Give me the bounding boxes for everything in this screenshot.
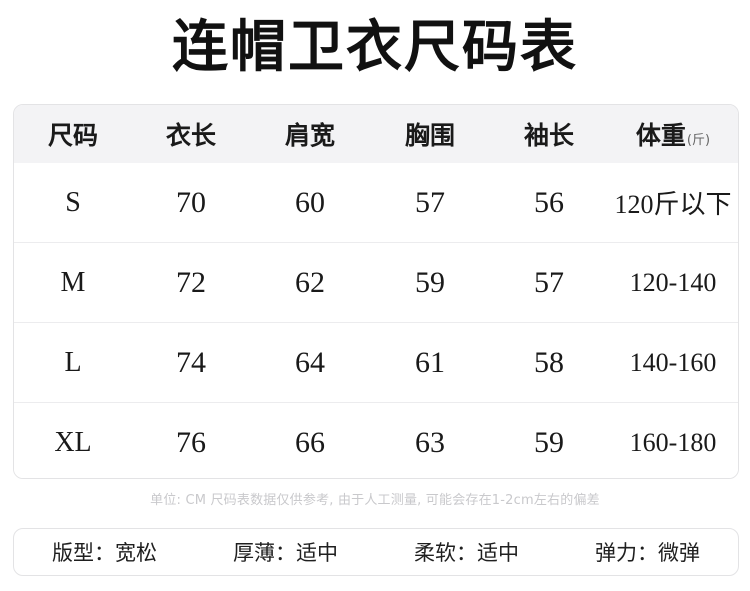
cell-sleeve: 58 (490, 322, 608, 403)
cell-size: S (65, 186, 81, 218)
attribute-fit: 版型：宽松 (52, 541, 157, 565)
cell-length: 72 (132, 242, 250, 323)
attribute-softness: 柔软：适中 (414, 541, 519, 565)
cell-length: 76 (132, 402, 250, 478)
column-header-weight-unit: (斤) (686, 133, 711, 148)
cell-sleeve: 59 (490, 402, 608, 478)
cell-shoulder: 66 (250, 402, 370, 478)
page-title: 连帽卫衣尺码表 (172, 15, 578, 80)
cell-chest: 63 (370, 402, 490, 478)
cell-length: 70 (176, 185, 206, 219)
column-header-weight-label: 体重 (635, 121, 686, 150)
header-row: 尺码 衣长 肩宽 胸围 袖长 体重(斤) (14, 105, 738, 163)
attribute-elasticity: 弹力：微弹 (595, 541, 700, 565)
cell-weight: 160-180 (608, 402, 738, 478)
size-table-body: S 70 60 57 56 120斤以下 M 72 62 59 57 120-1… (14, 163, 738, 478)
column-header-length-label: 衣长 (165, 121, 216, 150)
column-header-size-label: 尺码 (47, 121, 98, 150)
measurement-footnote: 单位: CM 尺码表数据仅供参考, 由于人工测量, 可能会存在1-2cm左右的偏… (150, 493, 600, 508)
column-header-sleeve: 袖长 (490, 105, 608, 163)
table-row: S 70 60 57 56 120斤以下 (14, 163, 738, 243)
cell-sleeve: 57 (490, 242, 608, 323)
page-title-wrap: 连帽卫衣尺码表 (0, 0, 750, 96)
cell-weight: 120斤以下 (614, 190, 732, 219)
cell-size: XL (14, 402, 132, 478)
table-row: M 72 62 59 57 120-140 (14, 242, 738, 323)
cell-length: 74 (132, 322, 250, 403)
column-header-sleeve-label: 袖长 (523, 121, 574, 150)
cell-shoulder: 60 (295, 185, 325, 219)
column-header-chest-label: 胸围 (404, 121, 455, 150)
column-header-chest: 胸围 (370, 105, 490, 163)
cell-shoulder: 62 (250, 242, 370, 323)
column-header-weight: 体重(斤) (608, 105, 738, 163)
attribute-thickness: 厚薄：适中 (233, 541, 338, 565)
column-header-size: 尺码 (14, 105, 132, 163)
column-header-shoulder: 肩宽 (250, 105, 370, 163)
cell-chest: 59 (370, 242, 490, 323)
cell-chest: 61 (370, 322, 490, 403)
column-header-shoulder-label: 肩宽 (284, 121, 335, 150)
cell-chest: 57 (415, 185, 445, 219)
cell-shoulder: 64 (250, 322, 370, 403)
size-table: 尺码 衣长 肩宽 胸围 袖长 体重(斤) S 70 60 57 56 120斤以… (14, 105, 738, 478)
table-row: L 74 64 61 58 140-160 (14, 322, 738, 403)
cell-weight: 140-160 (608, 322, 738, 403)
garment-attributes-bar: 版型：宽松 厚薄：适中 柔软：适中 弹力：微弹 (13, 528, 739, 576)
size-table-card: 尺码 衣长 肩宽 胸围 袖长 体重(斤) S 70 60 57 56 120斤以… (13, 104, 739, 479)
cell-sleeve: 56 (534, 185, 564, 219)
size-table-header: 尺码 衣长 肩宽 胸围 袖长 体重(斤) (14, 105, 738, 163)
table-row: XL 76 66 63 59 160-180 (14, 402, 738, 478)
cell-weight: 120-140 (608, 242, 738, 323)
column-header-length: 衣长 (132, 105, 250, 163)
cell-size: M (14, 242, 132, 323)
cell-size: L (14, 322, 132, 403)
